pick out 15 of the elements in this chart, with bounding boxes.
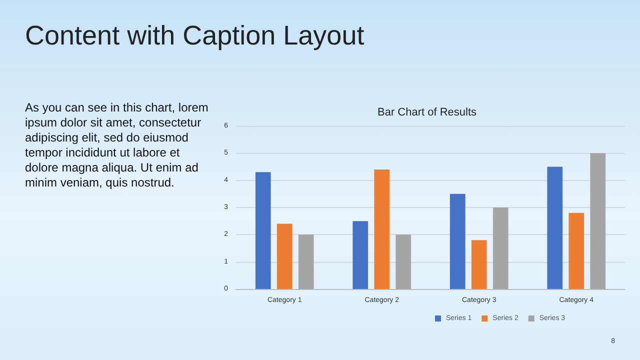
chart-title: Content with Caption Layout: [25, 20, 365, 50]
bar: [450, 194, 466, 289]
bar: [492, 208, 508, 289]
bar: [590, 153, 606, 289]
bar: [568, 212, 584, 289]
chart-subtitle: Bar Chart of Results: [377, 106, 478, 118]
bar: [255, 172, 271, 289]
bar: [471, 240, 487, 289]
bar: [352, 221, 368, 289]
text: As you can see in this chart, lorem ipsum dolor sit amet, consectetur adipiscing elit, sed do eiusmod tempor incididunt ut labore et dolore magna aliqua. Ut enim ad minim veniam, quis nostrud.: [25, 100, 212, 190]
bar: [547, 166, 563, 289]
bar: [396, 234, 412, 289]
bar: [298, 234, 314, 289]
bar: [276, 224, 292, 289]
bar: [374, 169, 390, 289]
